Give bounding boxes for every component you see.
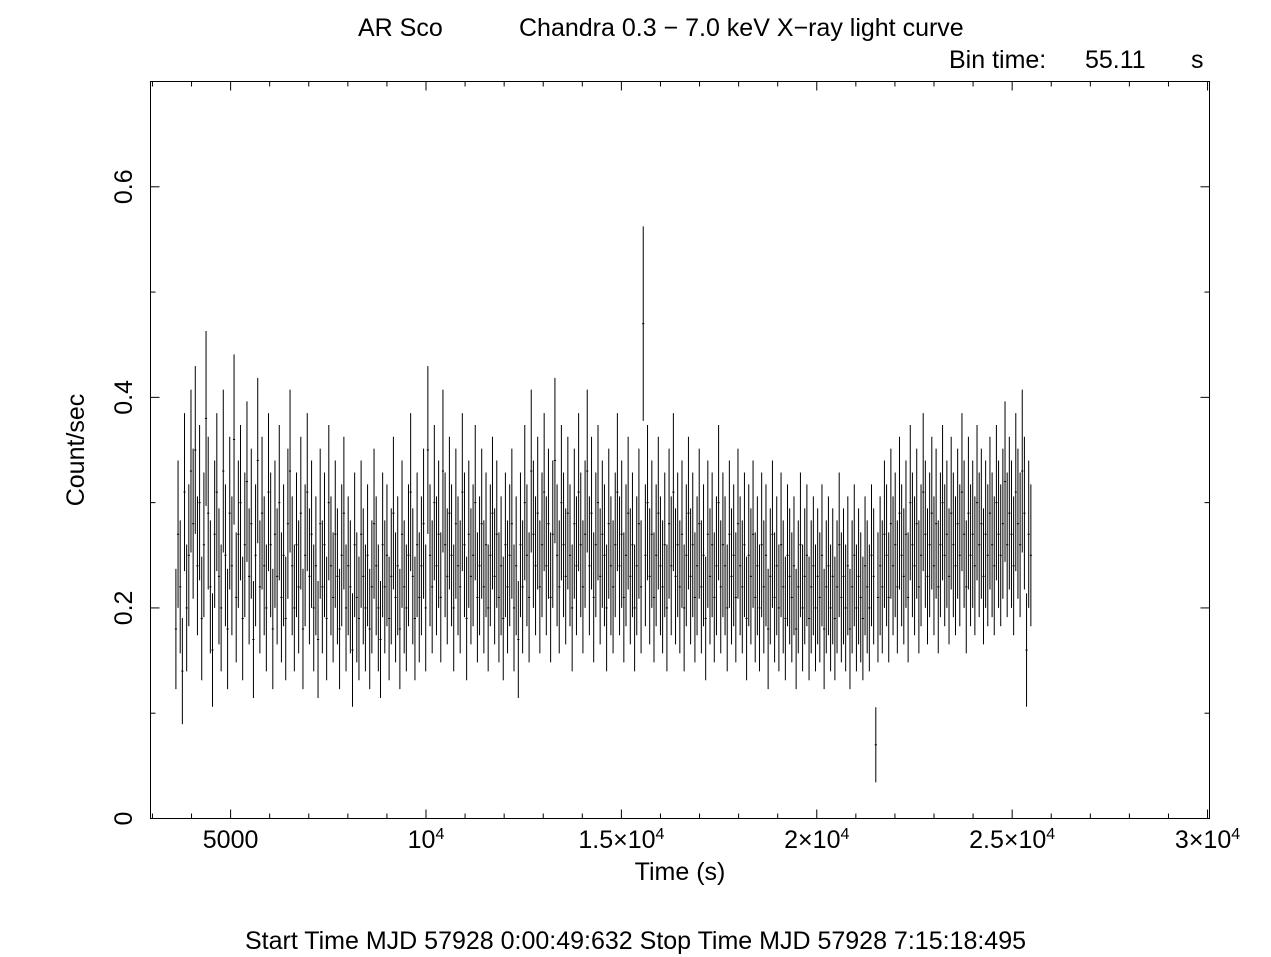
plot-frame [150,81,1210,819]
bin-time-value: 55.11 [1085,46,1146,74]
y-tick-label: 0.6 [110,169,138,204]
x-tick-label: 104 [408,826,445,854]
bin-time-label: Bin time: [949,46,1047,74]
y-tick-label: 0.2 [110,591,138,626]
x-tick-label: 5000 [203,826,259,854]
y-axis-title: Count/sec [62,394,90,507]
x-tick-label: 3×104 [1175,826,1240,854]
x-axis-ticks: 5000 104 1.5×104 2×104 2.5×104 3×104 [151,81,1240,854]
x-axis-title: Time (s) [635,858,726,886]
y-tick-label: 0.4 [110,380,138,415]
y-axis-ticks: 0 0.2 0.4 0.6 [110,81,1210,826]
data-points [174,226,1032,783]
chart-object-name: AR Sco [358,14,443,42]
x-tick-label: 2×104 [784,826,849,854]
y-tick-label: 0 [110,812,138,826]
bin-time-unit: s [1191,46,1204,74]
time-range-footer: Start Time MJD 57928 0:00:49:632 Stop Ti… [244,927,1027,955]
x-tick-label: 2.5×104 [969,826,1055,854]
x-tick-label: 1.5×104 [578,826,664,854]
chart-title: Chandra 0.3 − 7.0 keV X−ray light curve [519,14,964,42]
